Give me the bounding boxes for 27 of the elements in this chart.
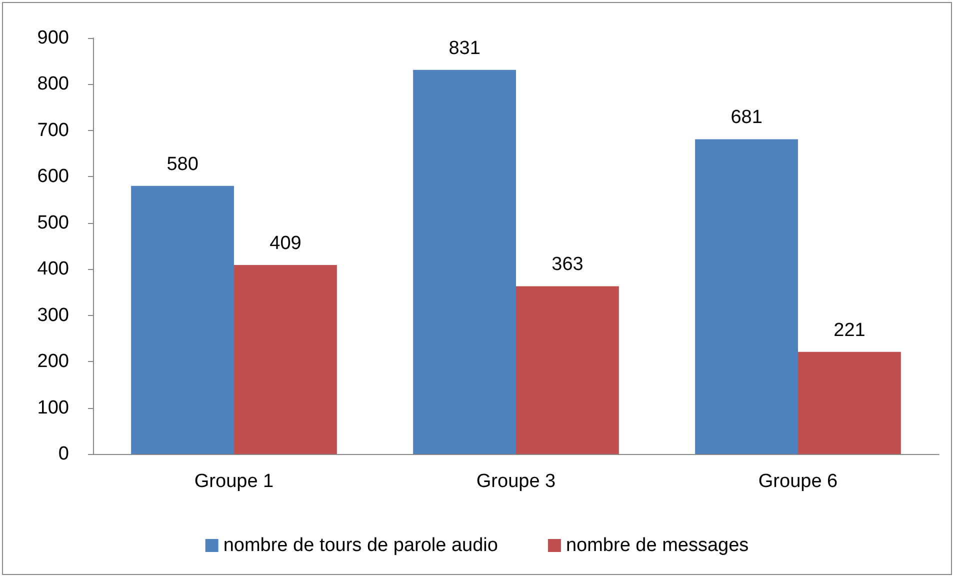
y-tick-label: 100 (37, 397, 69, 418)
bar (695, 139, 798, 454)
legend-label: nombre de messages (566, 535, 749, 556)
y-tick-label: 400 (37, 258, 69, 280)
data-label: 363 (552, 254, 584, 276)
y-tick-label: 600 (37, 166, 69, 188)
y-tick-label: 900 (37, 28, 69, 48)
x-tick-label: Groupe 6 (758, 471, 838, 492)
y-tick-label: 0 (58, 444, 69, 464)
bar (413, 70, 516, 454)
data-label: 221 (834, 320, 866, 341)
bar (131, 186, 234, 454)
data-label: 831 (448, 38, 480, 59)
data-label: 409 (270, 232, 302, 254)
bar (798, 352, 901, 454)
data-label: 681 (730, 107, 762, 128)
y-tick-label: 300 (37, 304, 69, 326)
y-tick-label: 200 (37, 351, 69, 372)
y-tick-label: 700 (37, 120, 69, 141)
x-tick-label: Groupe 3 (476, 471, 556, 492)
x-tick-label: Groupe 1 (194, 471, 274, 492)
y-tick-label: 800 (37, 74, 69, 95)
bar (234, 264, 337, 454)
y-tick-label: 500 (37, 212, 69, 234)
bar (516, 286, 619, 454)
legend-label: nombre de tours de parole audio (223, 535, 498, 556)
data-label: 580 (166, 154, 198, 175)
